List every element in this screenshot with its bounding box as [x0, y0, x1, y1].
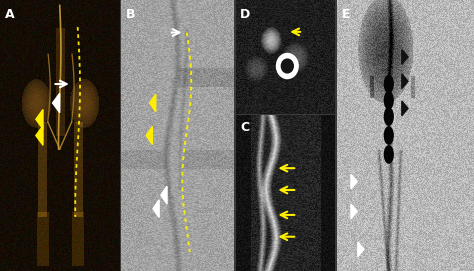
Polygon shape — [402, 50, 408, 64]
Polygon shape — [36, 126, 43, 145]
Polygon shape — [402, 74, 408, 89]
Circle shape — [384, 92, 393, 109]
Circle shape — [384, 108, 393, 125]
Circle shape — [384, 75, 393, 93]
Text: E: E — [342, 8, 351, 21]
Polygon shape — [53, 93, 60, 113]
Polygon shape — [351, 174, 357, 189]
Text: D: D — [240, 8, 250, 21]
Polygon shape — [351, 204, 357, 219]
Polygon shape — [161, 186, 167, 204]
Circle shape — [282, 59, 293, 73]
Polygon shape — [358, 242, 364, 257]
Text: A: A — [5, 8, 14, 21]
Polygon shape — [146, 127, 152, 144]
Circle shape — [384, 146, 393, 163]
Polygon shape — [36, 109, 43, 129]
Text: C: C — [240, 121, 249, 134]
Polygon shape — [153, 200, 159, 218]
Polygon shape — [402, 101, 408, 116]
Text: B: B — [126, 8, 136, 21]
Circle shape — [276, 53, 298, 79]
Circle shape — [384, 127, 393, 144]
Polygon shape — [149, 94, 156, 112]
